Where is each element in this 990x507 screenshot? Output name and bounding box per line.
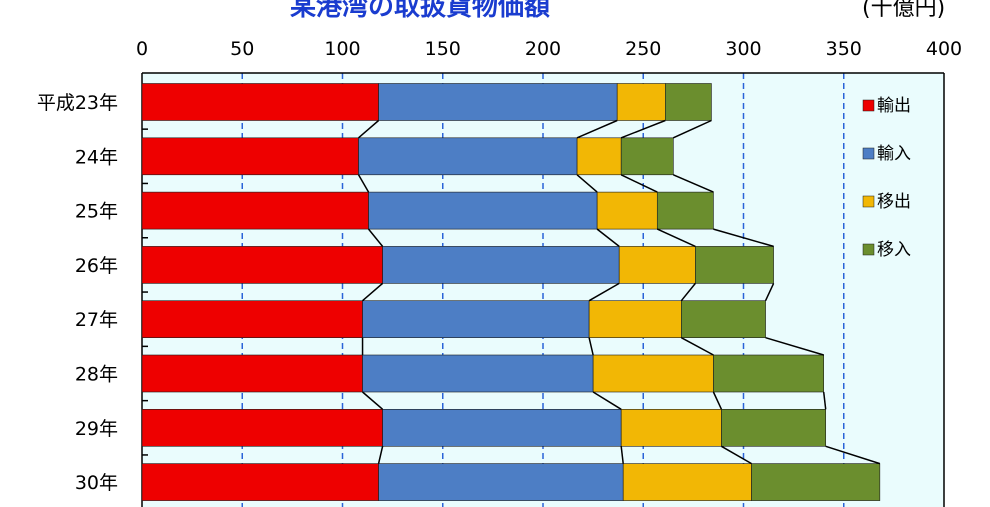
series-connector-line xyxy=(362,391,384,410)
series-connector-line xyxy=(367,228,384,247)
x-tick-label: 400 xyxy=(926,38,962,60)
series-connector-line xyxy=(362,282,384,302)
bar-segment xyxy=(141,408,383,447)
series-connector-line xyxy=(576,119,618,139)
bar-segment xyxy=(378,463,624,501)
bar-segment xyxy=(141,191,369,230)
x-tick-label: 50 xyxy=(230,38,254,60)
series-connector-line xyxy=(656,228,696,248)
series-connector-line xyxy=(620,119,666,139)
series-connector-line xyxy=(764,283,775,302)
bar-segment xyxy=(576,137,622,176)
series-connector-line xyxy=(822,391,827,410)
bar-segment xyxy=(588,300,682,339)
legend-swatch xyxy=(862,243,875,256)
bar-segment xyxy=(665,83,712,121)
series-connector-line xyxy=(680,337,714,356)
series-connector-line xyxy=(596,228,620,247)
series-connector-line xyxy=(620,446,624,464)
legend-swatch xyxy=(862,99,875,112)
bar-segment xyxy=(141,83,379,121)
bar-segment xyxy=(141,300,363,339)
series-connector-line xyxy=(712,391,723,410)
y-category-label: 29年 xyxy=(75,418,118,440)
legend-label: 輸入 xyxy=(877,144,911,164)
legend-label: 移入 xyxy=(877,240,911,260)
y-category-label: 30年 xyxy=(75,472,118,494)
legend-swatch xyxy=(862,147,875,160)
bar-segment xyxy=(618,246,696,284)
bar-segment xyxy=(596,191,658,230)
series-connector-line xyxy=(588,337,594,356)
bar-segment xyxy=(592,354,714,393)
series-connector-line xyxy=(825,445,881,465)
bar-segment xyxy=(382,408,622,447)
bar-segment xyxy=(141,246,383,284)
bar-segment xyxy=(141,463,379,501)
bar-segment xyxy=(620,408,722,447)
series-connector-line xyxy=(592,391,622,410)
series-connector-line xyxy=(357,174,370,193)
y-category-label: 25年 xyxy=(75,201,118,223)
series-connector-line xyxy=(721,445,752,465)
bar-segment xyxy=(368,191,598,230)
bar-segment xyxy=(622,463,752,501)
y-category-label: 26年 xyxy=(75,255,118,277)
bar-segment xyxy=(362,300,590,339)
y-category-label: 28年 xyxy=(75,364,118,386)
bar-segment xyxy=(681,300,766,339)
y-category-label: 27年 xyxy=(75,309,118,331)
series-connector-line xyxy=(377,446,384,464)
bar-segment xyxy=(620,137,674,176)
x-tick-label: 250 xyxy=(625,38,661,60)
legend-label: 移出 xyxy=(877,192,911,212)
series-connector-line xyxy=(765,336,824,356)
legend-label: 輸出 xyxy=(877,96,911,116)
series-connector-line xyxy=(576,174,598,193)
series-connector-line xyxy=(680,282,696,302)
series-connector-line xyxy=(713,228,774,248)
y-category-label: 24年 xyxy=(75,146,118,168)
x-tick-label: 100 xyxy=(324,38,360,60)
bar-segment xyxy=(141,354,363,393)
x-tick-label: 150 xyxy=(425,38,461,60)
x-tick-label: 300 xyxy=(725,38,761,60)
x-tick-label: 0 xyxy=(136,38,148,60)
bar-segment xyxy=(382,246,620,284)
bar-segment xyxy=(141,137,359,176)
bar-segment xyxy=(358,137,578,176)
y-category-label: 平成23年 xyxy=(37,92,118,114)
bar-segment xyxy=(751,463,881,501)
legend-swatch xyxy=(862,195,875,208)
bar-segment xyxy=(378,83,618,121)
chart-title: 某港湾の取扱貨物価額 xyxy=(290,0,551,22)
bar-segment xyxy=(713,354,824,393)
bar-segment xyxy=(362,354,594,393)
bar-segment xyxy=(616,83,666,121)
series-connector-line xyxy=(673,174,714,193)
x-tick-label: 200 xyxy=(525,38,561,60)
series-connector-line xyxy=(588,282,620,302)
series-connector-line xyxy=(358,119,380,139)
bar-segment xyxy=(695,246,774,284)
series-connector-line xyxy=(620,174,658,193)
bar-segment xyxy=(721,408,827,447)
bar-segment xyxy=(656,191,714,230)
series-connector-line xyxy=(673,119,712,139)
unit-label: (十億円) xyxy=(862,0,946,21)
x-tick-label: 350 xyxy=(826,38,862,60)
